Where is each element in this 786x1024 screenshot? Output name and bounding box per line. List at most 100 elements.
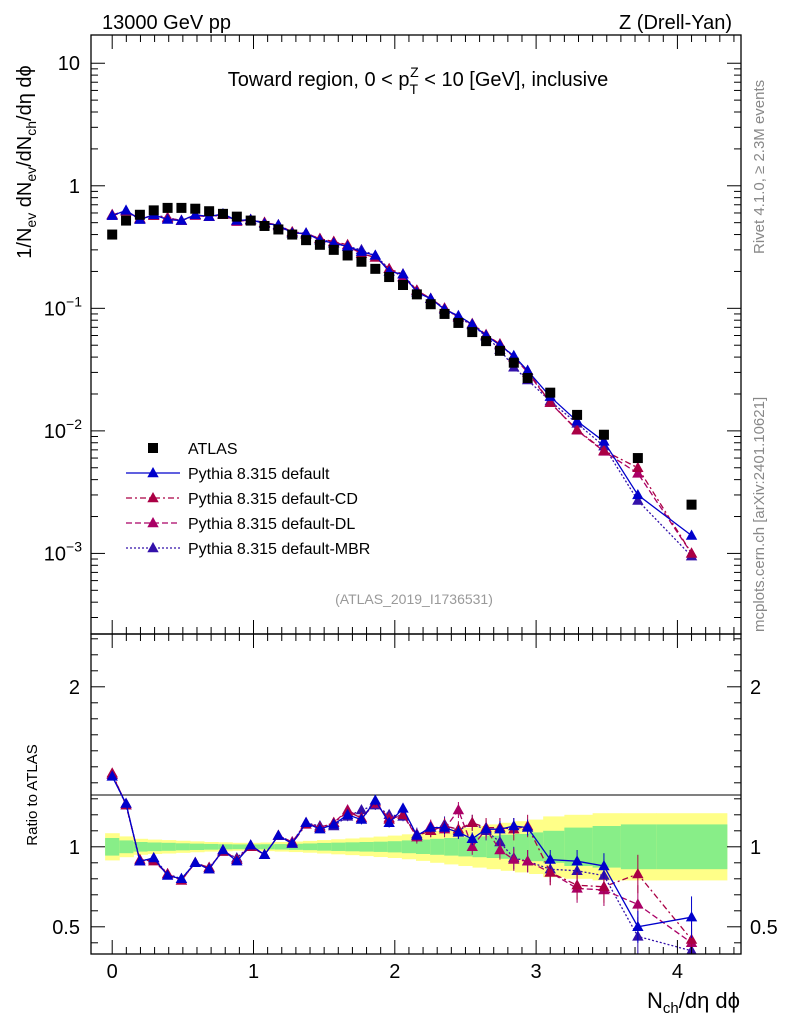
ratio-y-tick-label-left: 2: [69, 677, 80, 699]
point-default: [341, 240, 354, 251]
ratio-point-default: [286, 837, 298, 848]
ratio-point-cd: [598, 880, 610, 891]
ratio-band-inner: [373, 841, 389, 852]
ratio-panel: 0 1 2 3 4 0.5 0.5 1 1 2 2 Ratio to ATLAS Nch/dη dϕ: [24, 633, 778, 1017]
point-atlas: [273, 224, 284, 235]
legend-label-dl: Pythia 8.315 default-DL: [188, 516, 355, 533]
point-cd: [685, 547, 698, 558]
point-default: [355, 245, 368, 256]
point-atlas: [328, 244, 339, 255]
x-tick-label: 4: [672, 961, 683, 983]
point-default: [120, 204, 132, 215]
point-mbr: [632, 494, 644, 505]
point-default: [369, 249, 382, 260]
ratio-point-default: [397, 802, 409, 813]
ratio-point-default: [369, 794, 382, 805]
point-atlas: [467, 327, 478, 338]
point-cd: [571, 423, 583, 435]
x-tick-label: 2: [389, 961, 400, 983]
point-atlas: [481, 336, 492, 347]
point-default: [161, 213, 174, 224]
ratio-point-default: [521, 821, 534, 832]
ratio-band-inner: [147, 842, 163, 852]
ratio-band-inner: [416, 839, 431, 854]
ratio-point-default: [466, 832, 478, 843]
point-default: [452, 309, 465, 320]
y-tick-label: 10−3: [44, 538, 82, 565]
ratio-point-default: [120, 797, 132, 808]
main-title: Toward region, 0 < pTZ < 10 [GeV], inclu…: [228, 64, 608, 97]
ratio-point-cd: [571, 879, 583, 890]
point-atlas: [204, 206, 215, 217]
ratio-band-inner: [620, 824, 657, 870]
point-atlas: [384, 272, 395, 283]
ratio-point-cd: [466, 816, 478, 827]
ratio-y-tick-label-right: 1: [750, 837, 761, 859]
legend-marker-default: [147, 467, 159, 478]
point-atlas: [572, 409, 583, 420]
legend-label-mbr: Pythia 8.315 default-MBR: [188, 541, 370, 558]
legend-marker-dl: [147, 517, 159, 528]
point-atlas: [439, 308, 450, 319]
ratio-point-default: [203, 863, 215, 874]
point-default: [521, 364, 534, 375]
point-atlas: [134, 209, 145, 220]
point-default: [685, 529, 698, 540]
ratio-point-default: [272, 829, 285, 840]
ratio-band-inner: [189, 843, 205, 850]
rivet-version-label: Rivet 4.1.0, ≥ 2.3M events: [751, 80, 768, 254]
point-atlas: [176, 202, 187, 213]
legend-marker-cd: [147, 492, 159, 503]
header-right-label: Z (Drell-Yan): [619, 12, 732, 34]
main-y-axis-label: 1/Nev dNev/dNch/dη dϕ: [14, 65, 39, 258]
ratio-point-default: [544, 853, 556, 864]
point-atlas: [301, 235, 312, 246]
ratio-band-inner: [656, 824, 728, 870]
ratio-point-default: [217, 844, 229, 855]
mcplots-label: mcplots.cern.ch [arXiv:2401.10621]: [751, 397, 768, 632]
ratio-band-inner: [529, 832, 544, 862]
main-panel: 10 1 10−1 10−2 10−3 Toward region, 0 < pTZ <…: [14, 34, 742, 635]
watermark-label: (ATLAS_2019_I1736531): [335, 591, 493, 607]
y-tick-label: 10−1: [44, 293, 82, 320]
point-atlas: [121, 215, 132, 226]
ratio-point-default: [438, 821, 451, 832]
point-atlas: [425, 299, 436, 310]
series-line-default: [111, 209, 692, 537]
ratio-band-inner: [133, 842, 149, 852]
ratio-band-inner: [204, 843, 219, 850]
point-atlas: [494, 345, 505, 356]
ratio-band-inner: [302, 843, 318, 851]
ratio-band-inner: [592, 826, 622, 868]
legend-label-cd: Pythia 8.315 default-CD: [188, 491, 358, 508]
ratio-point-default: [598, 860, 610, 871]
ratio-point-dl: [521, 855, 534, 866]
ratio-y-tick-label-right: 2: [750, 677, 761, 699]
point-atlas: [148, 205, 159, 216]
x-tick-label: 3: [531, 961, 542, 983]
point-atlas: [632, 453, 643, 464]
ratio-band-inner: [317, 842, 332, 851]
ratio-band-inner: [218, 844, 233, 850]
point-default: [397, 268, 409, 279]
point-default: [189, 208, 201, 219]
y-tick-label: 10: [58, 53, 80, 75]
ratio-point-default: [314, 823, 326, 834]
ratio-point-default: [424, 821, 437, 832]
ratio-y-axis-label: Ratio to ATLAS: [24, 744, 41, 845]
point-cd: [598, 444, 610, 455]
ratio-point-default: [480, 823, 492, 834]
point-atlas: [370, 263, 381, 274]
x-tick-label: 0: [107, 961, 118, 983]
ratio-point-cd: [632, 868, 644, 879]
ratio-point-default: [161, 869, 174, 880]
ratio-band-inner: [232, 844, 247, 850]
ratio-point-default: [328, 818, 340, 829]
ratio-band-inner: [274, 844, 290, 850]
ratio-point-default: [571, 855, 583, 866]
point-default: [300, 227, 312, 238]
ratio-point-default: [148, 852, 160, 863]
ratio-point-default: [231, 855, 243, 866]
point-cd: [632, 461, 644, 472]
point-atlas: [217, 208, 228, 219]
